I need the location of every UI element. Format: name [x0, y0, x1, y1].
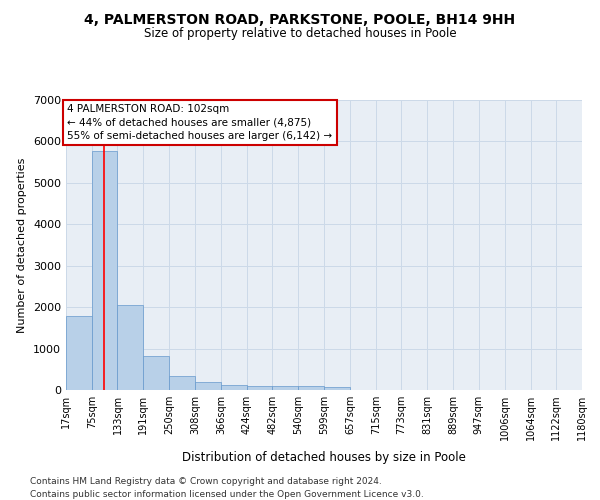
Bar	[92, 150, 118, 390]
Bar	[195, 382, 221, 390]
Bar	[324, 387, 350, 390]
Text: Size of property relative to detached houses in Poole: Size of property relative to detached ho…	[143, 28, 457, 40]
Bar	[298, 386, 324, 390]
Text: 4 PALMERSTON ROAD: 102sqm
← 44% of detached houses are smaller (4,875)
55% of se: 4 PALMERSTON ROAD: 102sqm ← 44% of detac…	[67, 104, 332, 141]
X-axis label: Distribution of detached houses by size in Poole: Distribution of detached houses by size …	[182, 452, 466, 464]
Bar	[272, 386, 298, 390]
Bar	[118, 304, 143, 390]
Text: 4, PALMERSTON ROAD, PARKSTONE, POOLE, BH14 9HH: 4, PALMERSTON ROAD, PARKSTONE, POOLE, BH…	[85, 12, 515, 26]
Text: Contains public sector information licensed under the Open Government Licence v3: Contains public sector information licen…	[30, 490, 424, 499]
Bar	[143, 356, 169, 390]
Bar	[66, 316, 92, 390]
Bar	[221, 385, 247, 390]
Bar	[247, 386, 272, 390]
Bar	[169, 376, 195, 390]
Y-axis label: Number of detached properties: Number of detached properties	[17, 158, 28, 332]
Text: Contains HM Land Registry data © Crown copyright and database right 2024.: Contains HM Land Registry data © Crown c…	[30, 478, 382, 486]
